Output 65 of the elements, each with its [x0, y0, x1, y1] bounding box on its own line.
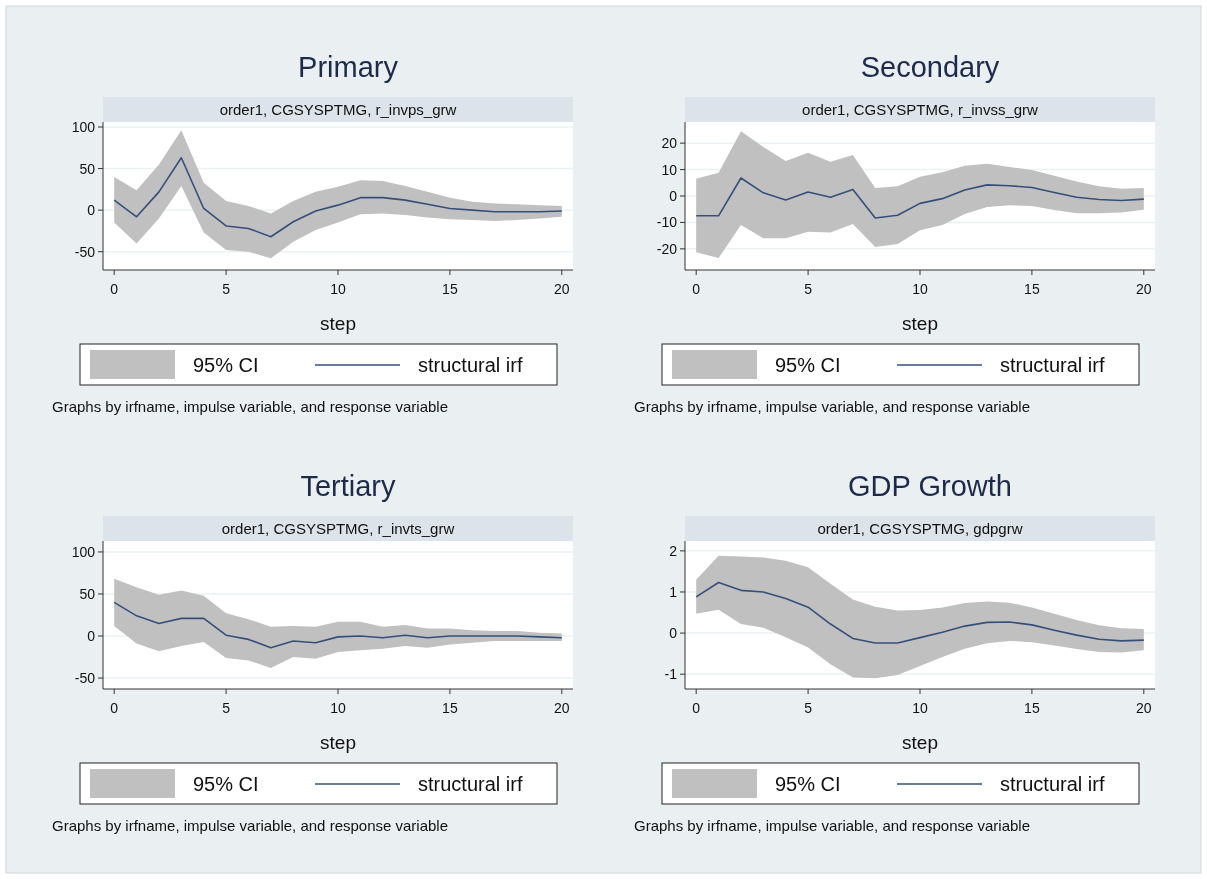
y-tick-label: 10	[661, 161, 678, 178]
line-series	[695, 581, 1145, 644]
legend-label: structural irf	[1000, 773, 1105, 795]
x-tick-label: 10	[330, 700, 346, 716]
x-tick-label: 5	[804, 700, 813, 716]
text: Graphs by irfname, impulse variable, and response variable	[634, 817, 1031, 834]
line-series	[695, 177, 1145, 219]
x-tick-label: 15	[1024, 281, 1040, 297]
chart-title: Tertiary	[300, 470, 397, 502]
text: 95% CI	[775, 773, 841, 795]
y-tick-label: -10	[656, 214, 678, 231]
legend-label: structural irf	[418, 354, 523, 376]
x-axis-title: step	[320, 313, 356, 334]
text: Graphs by irfname, impulse variable, and response variable	[634, 398, 1031, 415]
x-tick-label: 0	[692, 281, 701, 297]
y-tick-label: 50	[79, 160, 96, 177]
y-tick-label: -1	[664, 666, 678, 683]
chart-title: Primary	[298, 51, 399, 83]
x-tick-label: 15	[442, 281, 458, 297]
x-tick-label: 15	[442, 700, 458, 716]
chart-subtitle: order1, CGSYSPTMG, r_invps_grw	[219, 101, 457, 118]
line-series	[113, 601, 563, 649]
chart-subtitle: order1, CGSYSPTMG, r_invss_grw	[802, 101, 1039, 118]
x-tick-label: 20	[554, 700, 570, 716]
chart-subtitle: order1, CGSYSPTMG, r_invts_grw	[221, 520, 455, 537]
y-tick-label: 1	[669, 583, 678, 600]
x-tick-label: 5	[804, 281, 813, 297]
y-tick-label: -50	[74, 670, 96, 687]
x-tick-label: 10	[330, 281, 346, 297]
x-tick-label: 10	[912, 700, 928, 716]
legend-label: structural irf	[418, 773, 523, 795]
line-series	[113, 156, 563, 238]
x-tick-label: 20	[1136, 700, 1152, 716]
x-tick-label: 5	[222, 281, 231, 297]
y-tick-label: 2	[669, 542, 678, 559]
x-tick-label: 20	[554, 281, 570, 297]
x-tick-label: 0	[110, 700, 119, 716]
chart-title: GDP Growth	[848, 470, 1012, 502]
text: Graphs by irfname, impulse variable, and response variable	[52, 817, 449, 834]
chart-title: Secondary	[860, 51, 1000, 83]
y-tick-label: 0	[669, 625, 678, 642]
text: 95% CI	[193, 773, 259, 795]
text: 95% CI	[775, 354, 841, 376]
y-tick-label: 100	[71, 118, 96, 135]
y-tick-label: -20	[656, 240, 678, 257]
x-tick-label: 15	[1024, 700, 1040, 716]
y-tick-label: 0	[669, 188, 678, 204]
y-tick-label: 20	[661, 135, 678, 152]
x-axis-title: step	[902, 313, 938, 334]
y-tick-label: 100	[71, 543, 96, 560]
x-tick-label: 20	[1136, 281, 1152, 297]
x-tick-label: 10	[912, 281, 928, 297]
y-tick-label: 50	[79, 585, 96, 602]
y-tick-label: 0	[87, 628, 96, 645]
x-axis-title: step	[902, 732, 938, 753]
x-tick-label: 0	[110, 281, 119, 297]
legend-label: structural irf	[1000, 354, 1105, 376]
text: Graphs by irfname, impulse variable, and response variable	[52, 398, 449, 415]
x-axis-title: step	[320, 732, 356, 753]
x-tick-label: 0	[692, 700, 701, 716]
y-tick-label: 0	[87, 202, 96, 219]
text: 95% CI	[193, 354, 259, 376]
y-tick-label: -50	[74, 243, 96, 260]
x-tick-label: 5	[222, 700, 231, 716]
chart-subtitle: order1, CGSYSPTMG, gdpgrw	[817, 520, 1023, 537]
